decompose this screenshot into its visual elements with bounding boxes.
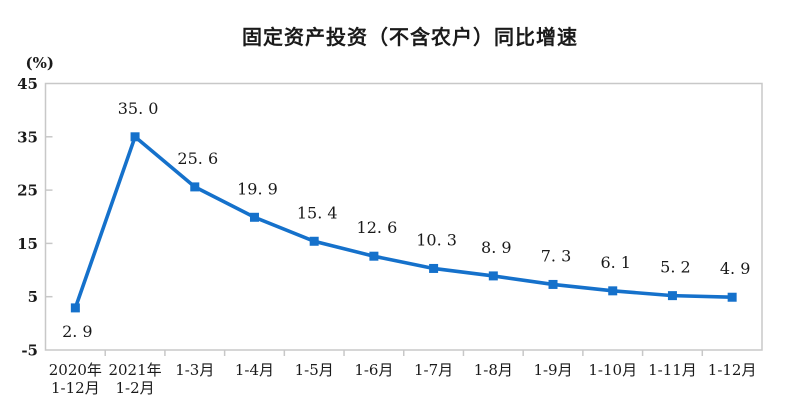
data-point-marker: [369, 251, 379, 261]
x-tick-label: 1-12月: [51, 379, 100, 397]
x-tick-label: 1-2月: [115, 379, 154, 397]
data-point-label: 19. 9: [237, 179, 278, 198]
y-axis-unit-label: (%): [25, 54, 54, 72]
x-tick-label: 1-7月: [414, 361, 453, 379]
data-point-marker: [190, 182, 200, 192]
x-tick-label: 1-5月: [295, 361, 334, 379]
y-tick-label: 5: [28, 288, 38, 306]
data-point-label: 4. 9: [720, 259, 751, 278]
data-point-marker: [429, 263, 439, 273]
y-tick-label: 15: [17, 235, 38, 253]
x-tick-label: 1-8月: [474, 361, 513, 379]
y-tick-label: 45: [17, 75, 38, 93]
data-line: [73, 133, 733, 309]
x-tick-label: 1-4月: [235, 361, 274, 379]
data-point-label: 2. 9: [62, 322, 93, 341]
data-point-marker: [130, 132, 140, 142]
y-tick-label: -5: [21, 342, 38, 360]
data-point-label: 25. 6: [177, 149, 218, 168]
x-tick-label: 1-9月: [533, 361, 572, 379]
data-point-marker: [309, 236, 319, 246]
data-point-marker: [667, 291, 677, 301]
y-tick-label: 35: [17, 128, 38, 146]
x-tick-label: 1-11月: [648, 361, 697, 379]
data-point-label: 5. 2: [660, 258, 691, 277]
data-point-label: 10. 3: [416, 230, 457, 249]
data-point-marker: [488, 271, 498, 281]
data-point-label: 8. 9: [481, 238, 512, 257]
chart-title: 固定资产投资（不含农户）同比增速: [242, 27, 578, 49]
x-tick-label: 1-3月: [175, 361, 214, 379]
y-tick-label: 25: [17, 182, 38, 200]
x-tick-label: 1-12月: [708, 361, 757, 379]
data-point-label: 6. 1: [600, 253, 631, 272]
data-point-marker: [249, 212, 259, 222]
data-point-label: 15. 4: [297, 203, 338, 222]
plot-border: [44, 82, 763, 351]
data-point-label: 12. 6: [357, 218, 398, 237]
data-point-marker: [548, 279, 558, 289]
data-point-marker: [70, 303, 80, 313]
data-point-label: 7. 3: [541, 246, 572, 265]
x-tick-label: 2021年: [108, 361, 161, 379]
data-point-label: 35. 0: [118, 99, 159, 118]
data-point-marker: [727, 292, 737, 302]
x-tick-label: 1-6月: [354, 361, 393, 379]
data-point-marker: [608, 286, 618, 296]
x-tick-label: 2020年: [49, 361, 102, 379]
x-tick-label: 1-10月: [588, 361, 637, 379]
